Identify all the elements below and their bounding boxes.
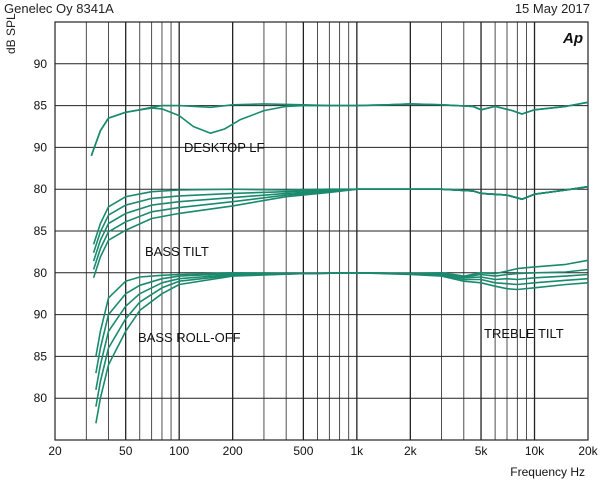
y-tick-label: 80: [34, 182, 48, 196]
grid: [54, 21, 589, 441]
x-tick-label: 1k: [351, 444, 365, 458]
x-tick-label: 20: [48, 444, 62, 458]
x-tick-label: 2k: [404, 444, 418, 458]
x-tick-label: 100: [169, 444, 189, 458]
curve-group3-series5: [95, 272, 589, 424]
y-tick-label: 80: [34, 391, 48, 405]
y-tick-label: 90: [34, 308, 48, 322]
annotation-desktop-lf: DESKTOP LF: [184, 140, 264, 155]
annotation-bass-tilt: BASS TILT: [145, 244, 209, 259]
ap-logo: Ap: [562, 30, 583, 47]
annotation-treble-tilt: TREBLE TILT: [484, 326, 564, 341]
x-tick-label: 50: [119, 444, 133, 458]
curve-group1-series2: [90, 101, 589, 157]
curve-group2-series5: [92, 185, 589, 279]
y-tick-label: 90: [34, 140, 48, 154]
x-tick-label: 500: [293, 444, 313, 458]
y-tick-label: 85: [34, 99, 48, 113]
header-date: 15 May 2017: [514, 1, 590, 16]
header-left-text: Genelec Oy 8341A: [4, 1, 114, 16]
curves: [90, 101, 589, 424]
annotation-bass-roll-off: BASS ROLL-OFF: [138, 330, 241, 345]
y-tick-label: 85: [34, 224, 48, 238]
x-tick-label: 200: [223, 444, 243, 458]
y-tick-label: 85: [34, 349, 48, 363]
tick-labels: 20 50 100 200 500 1k 2k 5k 10k 20k 90 85 90 80 85 80 90 8…: [34, 57, 599, 458]
x-axis-label: Frequency Hz: [510, 465, 585, 479]
x-tick-label: 10k: [525, 444, 545, 458]
x-tick-label: 20k: [578, 444, 598, 458]
x-tick-label: 5k: [475, 444, 489, 458]
y-tick-label: 80: [34, 266, 48, 280]
y-tick-label: 90: [34, 57, 48, 71]
